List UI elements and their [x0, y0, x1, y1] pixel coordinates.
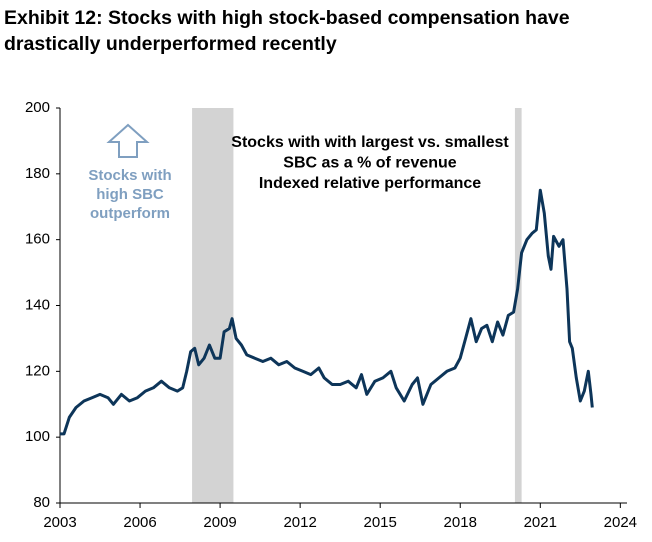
arrow-note: high SBC — [96, 186, 164, 203]
x-tick-label: 2009 — [203, 514, 236, 531]
y-tick-label: 200 — [25, 99, 50, 116]
shaded-period — [514, 108, 522, 503]
x-tick-label: 2012 — [283, 514, 316, 531]
y-tick-label: 100 — [25, 428, 50, 445]
x-tick-label: 2003 — [43, 514, 76, 531]
y-tick-label: 160 — [25, 231, 50, 248]
arrow-icon — [106, 123, 150, 158]
arrow-note: Stocks with — [88, 167, 171, 184]
shaded-period — [192, 108, 234, 503]
annotation: Stocks with with largest vs. smallest — [231, 134, 509, 151]
chart-title: Exhibit 12: Stocks with high stock-based… — [4, 7, 570, 29]
y-tick-label: 120 — [25, 362, 50, 379]
arrow-note: outperform — [90, 205, 170, 222]
x-tick-label: 2006 — [123, 514, 156, 531]
y-tick-label: 140 — [25, 296, 50, 313]
y-tick-label: 80 — [33, 494, 50, 511]
chart-title: drastically underperformed recently — [4, 33, 337, 55]
annotation: Indexed relative performance — [259, 175, 481, 192]
x-tick-label: 2018 — [444, 514, 477, 531]
annotation: SBC as a % of revenue — [283, 155, 457, 172]
line-series — [60, 188, 594, 436]
x-tick-label: 2015 — [364, 514, 397, 531]
y-tick-label: 180 — [25, 165, 50, 182]
x-tick-label: 2021 — [524, 514, 557, 531]
x-tick-label: 2024 — [604, 514, 637, 531]
